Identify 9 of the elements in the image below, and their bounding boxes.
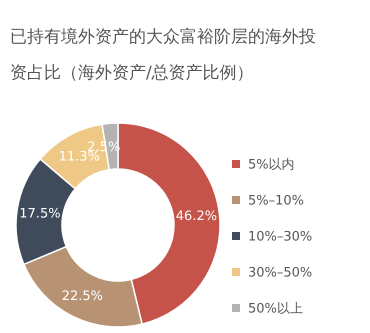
data-label: 22.5% <box>62 289 104 304</box>
legend-label: 30%–50% <box>248 266 312 281</box>
legend-label: 50%以上 <box>248 302 303 317</box>
data-label: 46.2% <box>176 209 218 224</box>
chart-title: 已持有境外资产的大众富裕阶层的海外投资占比（海外资产/总资产比例） <box>10 27 316 83</box>
legend-label: 10%–30% <box>248 230 312 245</box>
legend-label: 5%–10% <box>248 194 304 209</box>
legend-label: 5%以内 <box>248 158 295 173</box>
data-label: 17.5% <box>19 206 61 222</box>
